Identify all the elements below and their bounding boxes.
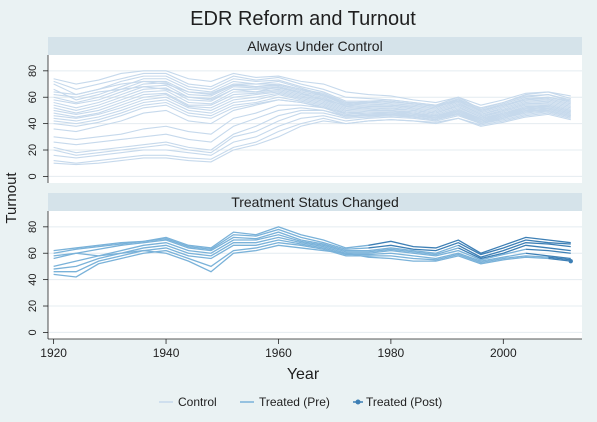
y-tick-label: 60 [27, 91, 39, 103]
x-tick-label: 1960 [265, 346, 292, 360]
treated-post-series-line [458, 244, 571, 260]
legend-label-treated-pre: Treated (Pre) [259, 395, 330, 409]
panel-2-title: Treatment Status Changed [231, 194, 399, 210]
control-series-line [53, 72, 571, 109]
y-axis-label: Turnout [3, 172, 20, 224]
treated-post-series-line [525, 252, 571, 260]
x-tick-label: 1920 [40, 346, 67, 360]
control-series-line [53, 109, 571, 156]
treated-pre-series-line [53, 231, 459, 260]
treated-post-marker [568, 258, 573, 264]
panel-1-series [53, 70, 571, 166]
panel-2-grid [48, 226, 582, 333]
legend-label-treated-post: Treated (Post) [366, 395, 442, 409]
treated-post-series-line [548, 256, 571, 261]
treated-post-series-line [548, 257, 571, 262]
x-axis-label: Year [287, 366, 320, 383]
treated-post-series-line [458, 242, 571, 258]
legend-label-control: Control [178, 395, 217, 409]
control-series-line [53, 80, 571, 114]
treated-post-series-line [525, 248, 571, 254]
legend: Control Treated (Pre) Treated (Post) [159, 395, 442, 409]
control-series-line [53, 104, 571, 141]
y-tick-label: 60 [27, 247, 39, 259]
y-tick-label: 40 [27, 273, 39, 285]
treated-pre-series-line [53, 236, 526, 270]
control-series-line [53, 108, 571, 154]
treated-pre-series-line [53, 244, 549, 273]
panel-always-under-control: Always Under Control 0 20 40 60 80 [27, 37, 582, 183]
panel-2-plot-area [48, 211, 582, 339]
chart-title: EDR Reform and Turnout [190, 8, 416, 30]
control-series-line [53, 87, 571, 117]
panel-1-y-axis: 0 20 40 60 80 [27, 55, 49, 183]
treated-pre-series-line [53, 242, 549, 278]
y-tick-label: 40 [27, 117, 39, 129]
control-series-line [53, 90, 571, 118]
control-series-line [53, 112, 571, 164]
control-series-line [53, 84, 571, 115]
control-series-line [53, 111, 571, 159]
treated-pre-series-line [53, 226, 369, 252]
treated-post-series-line [368, 239, 571, 256]
treated-pre-series-line [53, 228, 369, 254]
control-series-line [53, 86, 571, 111]
treated-pre-series-line [53, 234, 459, 268]
treated-pre-series-line [53, 239, 526, 273]
legend-marker-treated-post [355, 399, 361, 405]
panel-2-header [48, 193, 582, 211]
y-tick-label: 20 [27, 300, 39, 312]
control-series-line [53, 70, 571, 106]
panel-1-header [48, 37, 582, 55]
x-tick-label: 1980 [378, 346, 405, 360]
panel-1-title: Always Under Control [247, 38, 382, 54]
y-tick-label: 0 [27, 329, 39, 335]
y-tick-label: 80 [27, 221, 39, 233]
panel-treatment-status-changed: Treatment Status Changed 0 20 40 60 80 [27, 193, 582, 339]
x-tick-label: 1940 [153, 346, 180, 360]
x-axis: 1920 1940 1960 1980 2000 [40, 338, 582, 360]
control-series-line [53, 107, 571, 146]
x-tick-label: 2000 [490, 346, 517, 360]
control-series-line [53, 113, 571, 166]
treated-post-series-line [368, 236, 571, 254]
panel-2-series [53, 226, 573, 278]
control-series-line [53, 80, 571, 110]
panel-2-y-axis: 0 20 40 60 80 [27, 211, 49, 339]
y-tick-label: 20 [27, 144, 39, 156]
y-tick-label: 0 [27, 173, 39, 179]
y-tick-label: 80 [27, 65, 39, 77]
